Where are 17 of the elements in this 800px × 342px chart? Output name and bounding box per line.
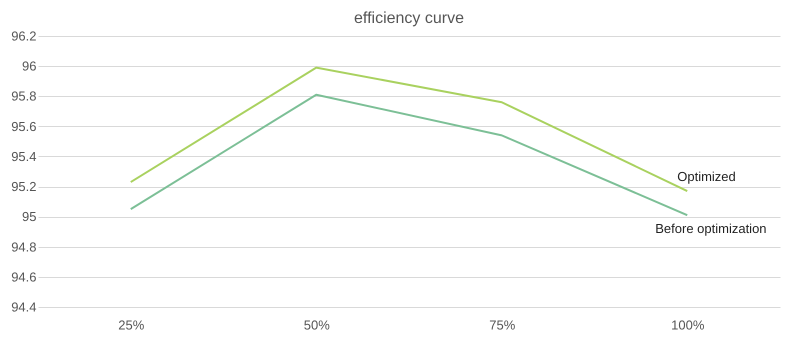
y-tick-label: 95.2 xyxy=(11,179,36,194)
y-tick-label: 95.4 xyxy=(11,148,36,164)
series-label: Optimized xyxy=(677,169,736,184)
x-tick-label: 50% xyxy=(304,318,330,332)
y-tick-label: 95 xyxy=(22,209,36,224)
chart-title: efficiency curve xyxy=(354,10,464,27)
y-tick-label: 94.4 xyxy=(11,300,36,314)
y-tick-label: 96.2 xyxy=(11,28,36,44)
x-tick-label: 75% xyxy=(489,318,516,332)
y-tick-label: 95.6 xyxy=(11,118,36,134)
series-label: Before optimization xyxy=(655,221,767,236)
y-tick-label: 94.8 xyxy=(11,239,36,254)
x-tick-label: 25% xyxy=(118,318,145,332)
y-tick-label: 95.8 xyxy=(11,88,36,104)
y-tick-label: 94.6 xyxy=(11,269,36,284)
x-tick-label: 100% xyxy=(671,318,705,332)
y-tick-label: 96 xyxy=(22,58,36,74)
